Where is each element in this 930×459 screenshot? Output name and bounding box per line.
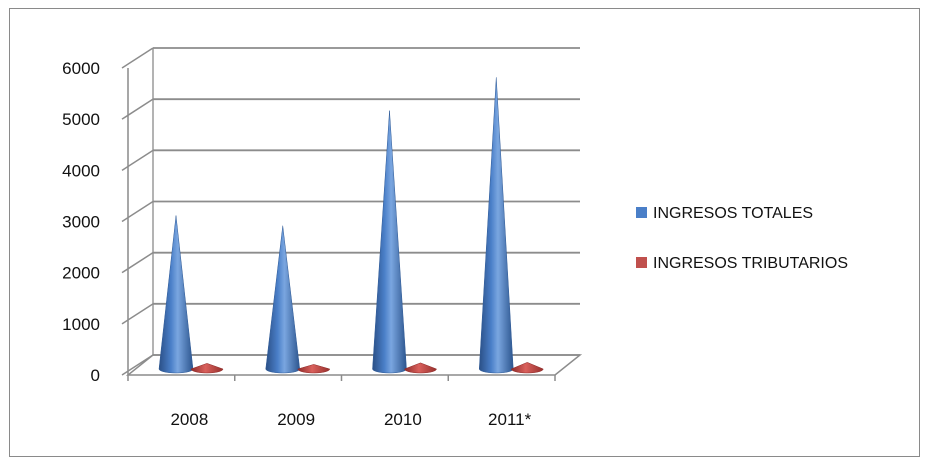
gridline-side [121,98,154,120]
cone-2011* [510,362,544,374]
y-tick-label: 2000 [62,264,100,283]
cone-2008 [190,363,224,374]
x-tick-label: 2010 [384,410,422,429]
y-tick-label: 6000 [62,59,100,78]
x-tick-label: 2011* [488,410,532,429]
legend-swatch [636,257,647,268]
series-ingresos-totales [158,77,514,374]
gridline-side [121,303,154,325]
legend-label: INGRESOS TOTALES [653,205,813,222]
y-tick-label: 4000 [62,161,100,180]
series-ingresos-tributarios [190,362,544,374]
legend-label: INGRESOS TRIBUTARIOS [653,255,848,272]
gridline-side [121,149,154,171]
gridline-side [121,252,154,274]
legend-swatch [636,207,647,218]
gridline-side [121,200,154,223]
cone-2010 [404,362,437,374]
cone-2009 [297,364,331,374]
y-tick-label: 0 [91,366,100,385]
gridline-side [121,47,154,69]
y-tick-label: 3000 [62,213,100,232]
y-tick-label: 5000 [62,110,100,129]
y-tick-label: 1000 [62,315,100,334]
cone-2008 [158,215,194,374]
x-tick-label: 2009 [277,410,315,429]
cone-2009 [265,225,301,374]
x-tick-label: 2008 [170,410,208,429]
chart-floor [125,354,583,376]
chart-frame [9,8,920,457]
cone-2011* [478,77,514,374]
